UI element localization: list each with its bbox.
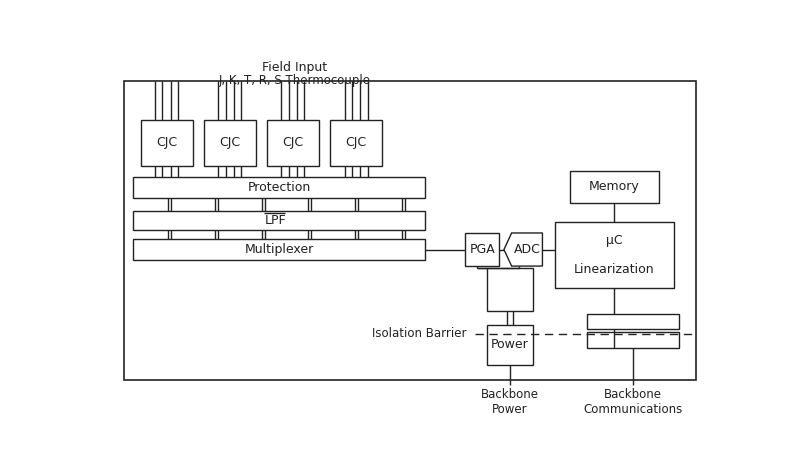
Text: CJC: CJC bbox=[346, 136, 366, 149]
Text: Linearization: Linearization bbox=[574, 263, 654, 276]
Bar bbox=[266, 120, 319, 166]
Text: PGA: PGA bbox=[470, 243, 495, 256]
Bar bbox=[141, 120, 193, 166]
Text: CJC: CJC bbox=[219, 136, 240, 149]
Text: Memory: Memory bbox=[589, 180, 640, 193]
Text: Backbone
Communications: Backbone Communications bbox=[584, 388, 683, 416]
Bar bbox=[487, 269, 533, 311]
Bar bbox=[466, 233, 499, 266]
Bar bbox=[587, 314, 679, 329]
Bar bbox=[123, 81, 697, 380]
Bar bbox=[133, 177, 426, 198]
Bar bbox=[587, 332, 679, 348]
Bar bbox=[487, 325, 533, 365]
Text: Isolation Barrier: Isolation Barrier bbox=[372, 328, 470, 340]
Text: LPF: LPF bbox=[265, 214, 286, 227]
Text: μC: μC bbox=[606, 234, 622, 247]
Polygon shape bbox=[504, 233, 542, 266]
Text: ADC: ADC bbox=[514, 243, 541, 256]
Text: CJC: CJC bbox=[282, 136, 303, 149]
Bar bbox=[204, 120, 256, 166]
Text: Multiplexer: Multiplexer bbox=[245, 243, 314, 256]
Text: Field Input: Field Input bbox=[262, 60, 327, 74]
Bar bbox=[570, 170, 658, 203]
Bar bbox=[554, 222, 674, 287]
Text: Power: Power bbox=[491, 338, 529, 351]
Bar bbox=[133, 239, 426, 260]
Bar bbox=[133, 211, 426, 230]
Text: J, K, T, R, S Thermocouple: J, K, T, R, S Thermocouple bbox=[218, 75, 370, 87]
Text: Backbone
Power: Backbone Power bbox=[481, 388, 539, 416]
Bar bbox=[330, 120, 382, 166]
Text: Protection: Protection bbox=[247, 181, 310, 194]
Text: CJC: CJC bbox=[156, 136, 178, 149]
